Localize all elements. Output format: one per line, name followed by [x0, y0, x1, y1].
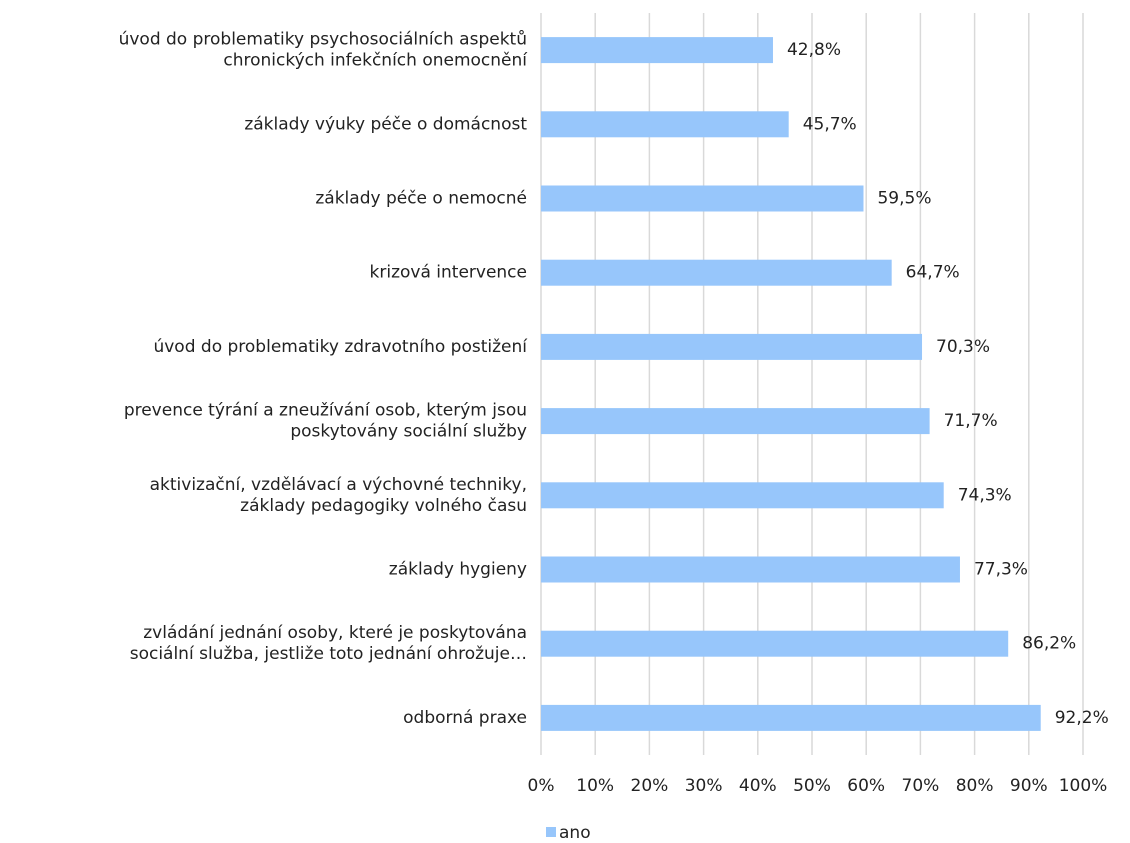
x-tick-label: 30%	[685, 776, 723, 796]
x-tick-label: 90%	[1010, 776, 1048, 796]
category-label: úvod do problematiky zdravotního postiže…	[153, 337, 528, 357]
x-tick-label: 40%	[739, 776, 777, 796]
bar	[541, 630, 1009, 657]
x-tick-label: 60%	[847, 776, 885, 796]
data-label: 92,2%	[1055, 708, 1109, 728]
x-tick-label: 0%	[528, 776, 555, 796]
data-label: 74,3%	[958, 485, 1012, 505]
data-label: 70,3%	[936, 337, 990, 357]
category-label: aktivizační, vzdělávací a výchovné techn…	[150, 475, 527, 495]
bar	[541, 704, 1041, 731]
x-tick-label: 70%	[902, 776, 940, 796]
legend-swatch	[546, 827, 556, 837]
data-label: 71,7%	[944, 411, 998, 431]
category-label: chronických infekčních onemocnění	[223, 51, 528, 71]
data-label: 45,7%	[803, 114, 857, 134]
category-label: úvod do problematiky psychosociálních as…	[119, 30, 527, 50]
category-label: základy péče o nemocné	[315, 189, 527, 209]
bar	[541, 37, 773, 64]
data-label: 86,2%	[1022, 634, 1076, 654]
bar	[541, 333, 923, 360]
x-tick-label: 100%	[1059, 776, 1108, 796]
bar	[541, 259, 892, 286]
x-tick-label: 50%	[793, 776, 831, 796]
data-label: 59,5%	[877, 189, 931, 209]
bar	[541, 482, 944, 509]
category-label: základy výuky péče o domácnost	[244, 114, 527, 134]
category-label: odborná praxe	[403, 708, 527, 728]
data-label: 64,7%	[906, 263, 960, 283]
bar	[541, 185, 864, 212]
bar	[541, 111, 789, 138]
x-tick-label: 10%	[576, 776, 614, 796]
data-label: 42,8%	[787, 40, 841, 60]
category-label: základy hygieny	[389, 560, 527, 580]
category-label: zvládání jednání osoby, které je poskyto…	[143, 623, 527, 643]
bar	[541, 556, 960, 583]
bar	[541, 408, 930, 435]
category-label: prevence týrání a zneužívání osob, který…	[124, 401, 527, 421]
x-tick-label: 20%	[631, 776, 669, 796]
category-label: základy pedagogiky volného času	[240, 496, 527, 516]
category-label: krizová intervence	[370, 263, 527, 283]
legend-label: ano	[559, 823, 591, 843]
category-label: sociální služba, jestliže toto jednání o…	[130, 644, 527, 664]
category-label: poskytovány sociální služby	[290, 422, 527, 442]
data-label: 77,3%	[974, 560, 1028, 580]
x-tick-label: 80%	[956, 776, 994, 796]
